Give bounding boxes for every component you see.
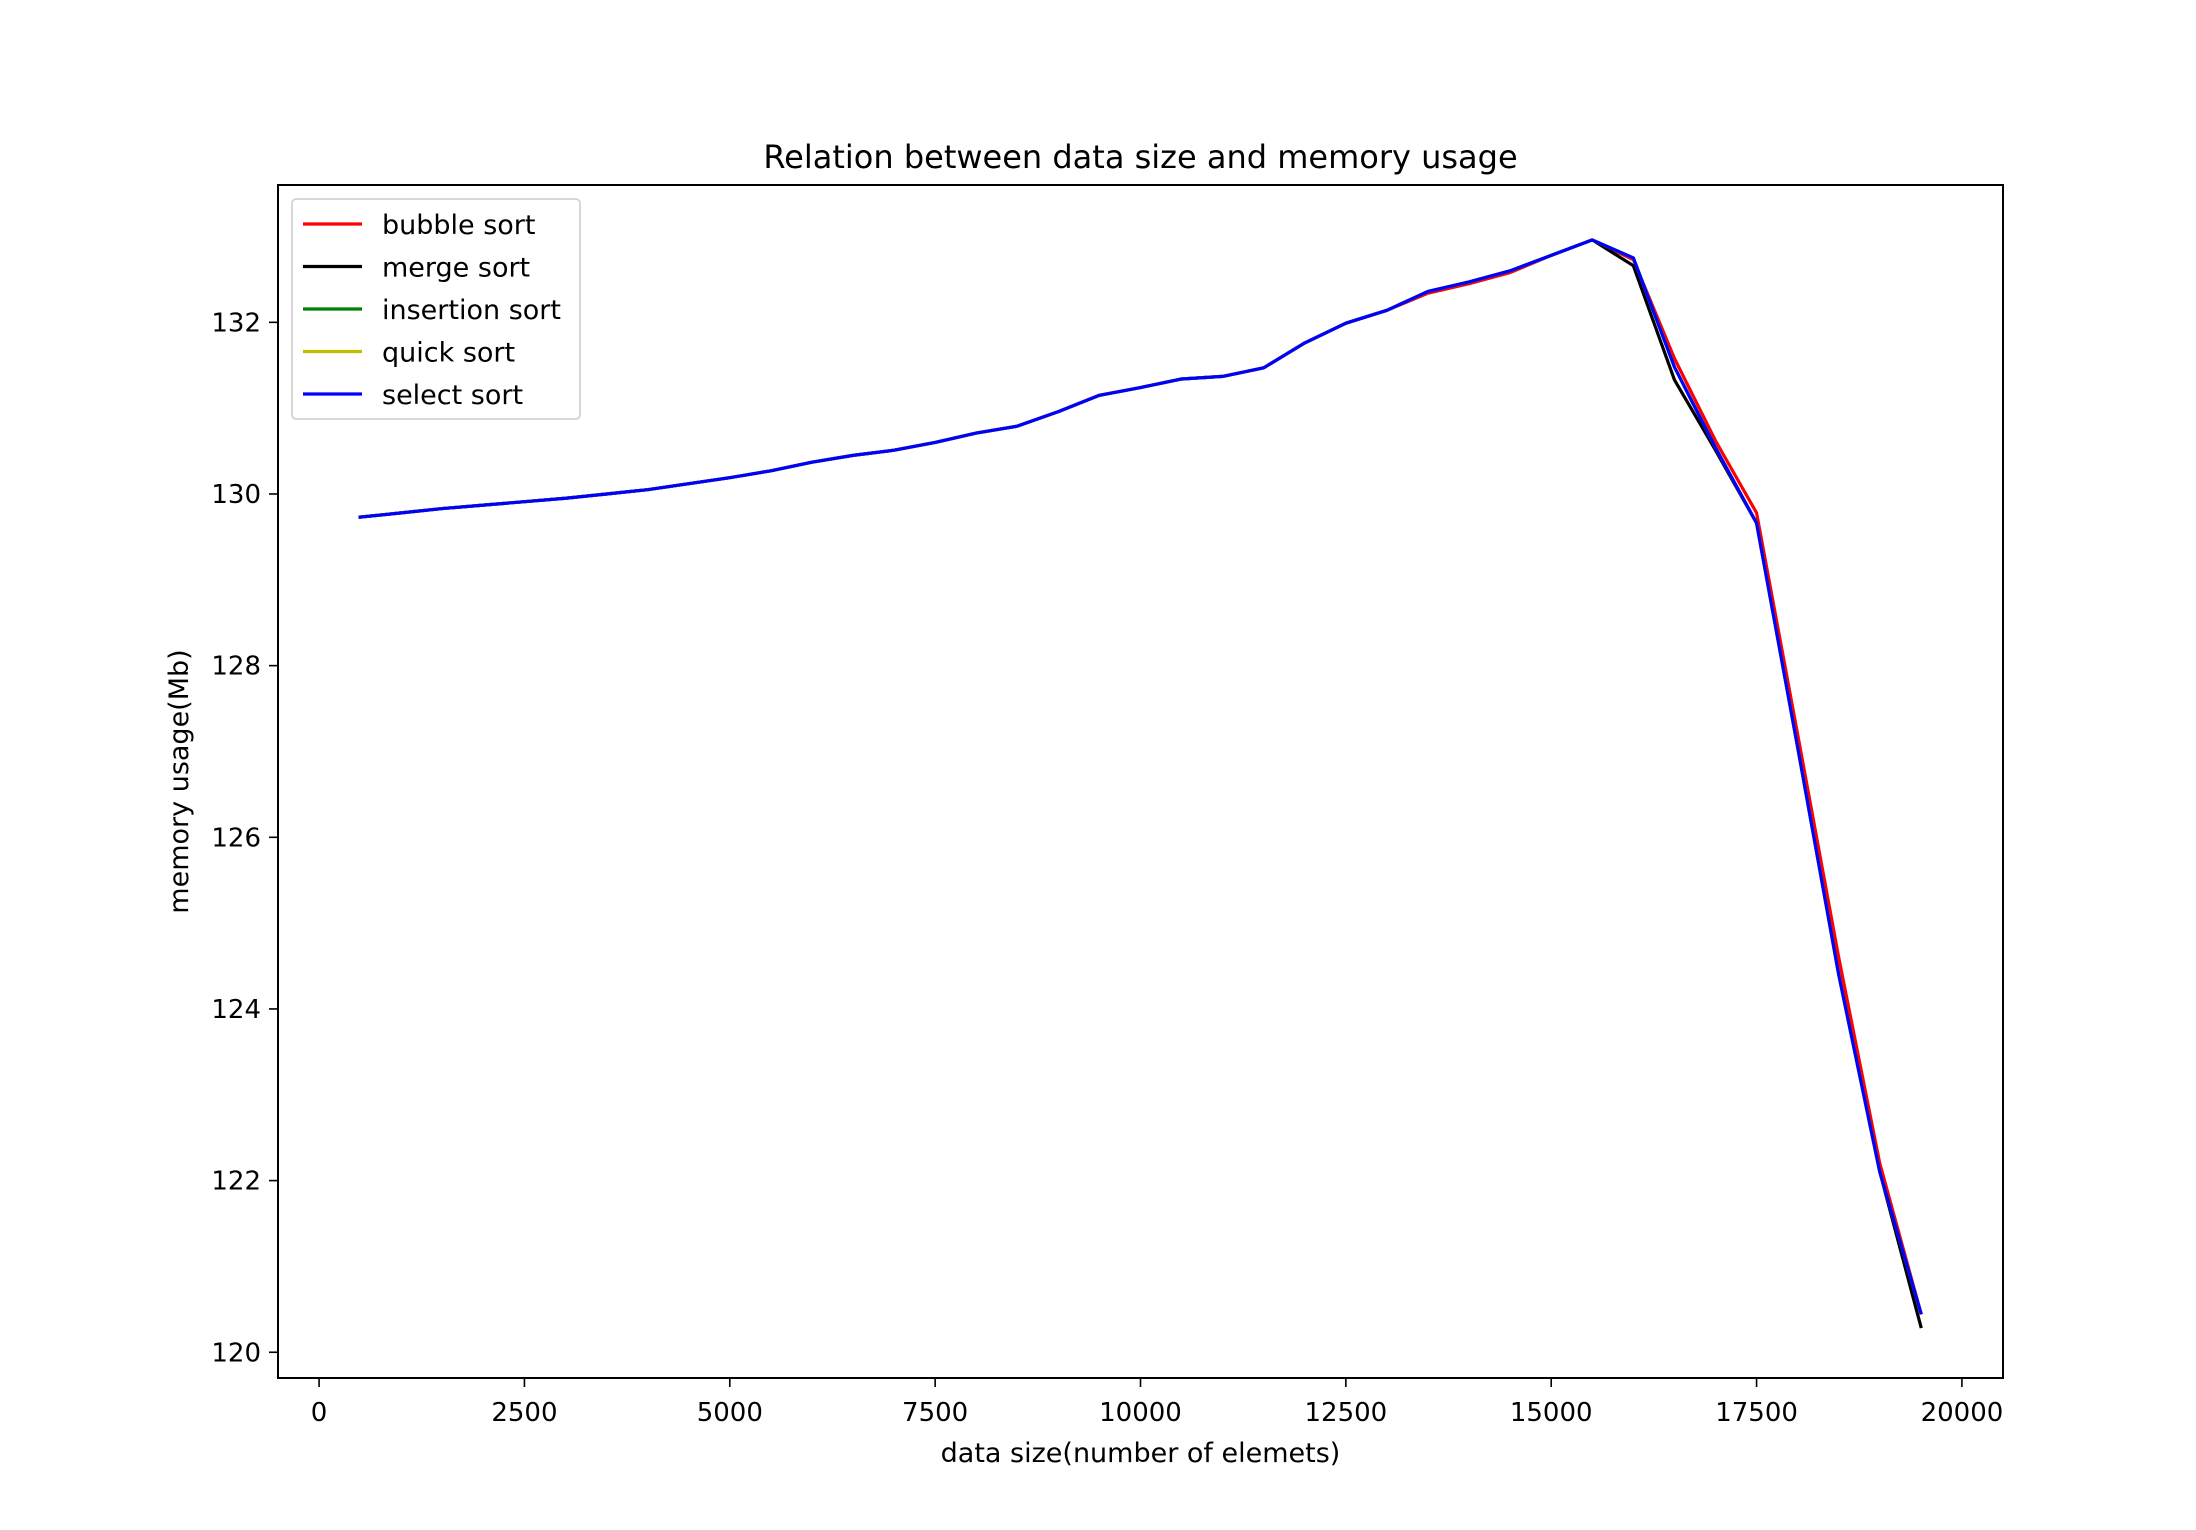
x-tick-label: 5000 (697, 1398, 763, 1428)
y-tick-label: 120 (211, 1338, 261, 1368)
x-tick-label: 20000 (1921, 1398, 2004, 1428)
legend-label-merge-sort: merge sort (382, 253, 530, 284)
y-tick-label: 124 (211, 995, 261, 1025)
legend-label-bubble-sort: bubble sort (382, 210, 536, 241)
x-tick-label: 10000 (1099, 1398, 1182, 1428)
y-tick-label: 128 (211, 652, 261, 682)
legend-box (291, 198, 581, 420)
y-tick-label: 126 (211, 823, 261, 853)
x-tick-label: 7500 (902, 1398, 968, 1428)
y-tick-label: 130 (211, 480, 261, 510)
legend: bubble sort merge sort insertion sort quick… (291, 198, 581, 420)
x-axis-label: data size(number of elemets) (941, 1438, 1341, 1469)
y-tick-label: 132 (211, 308, 261, 338)
series-line-select-sort (358, 238, 1923, 1315)
y-tick-label: 122 (211, 1167, 261, 1197)
series-layer (358, 238, 1923, 1329)
legend-label-quick-sort: quick sort (382, 338, 515, 369)
legend-label-insertion-sort: insertion sort (382, 295, 561, 326)
legend-label-select-sort: select sort (382, 380, 523, 411)
tick-layer: 0 2500 5000 7500 10000 12500 15000 17500 20000 12… (211, 308, 2003, 1428)
x-tick-label: 17500 (1715, 1398, 1798, 1428)
chart-title: Relation between data size and memory us… (763, 138, 1517, 176)
y-axis-label: memory usage(Mb) (164, 649, 195, 913)
x-tick-label: 12500 (1304, 1398, 1387, 1428)
x-tick-label: 0 (311, 1398, 328, 1428)
x-tick-label: 2500 (491, 1398, 557, 1428)
x-tick-label: 15000 (1510, 1398, 1593, 1428)
